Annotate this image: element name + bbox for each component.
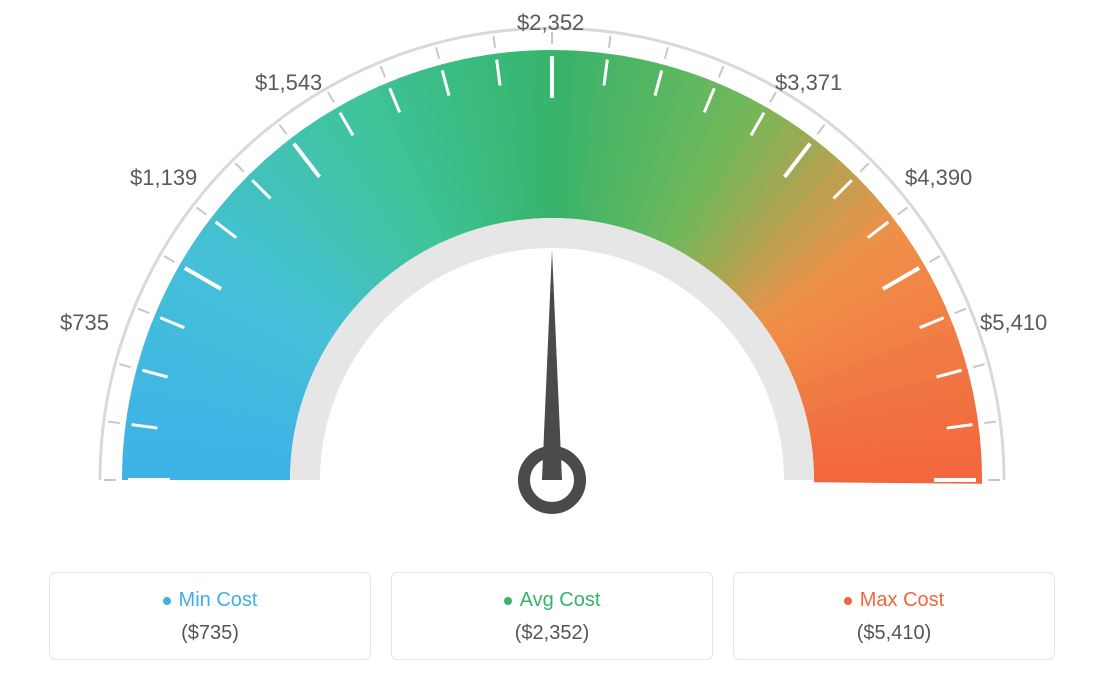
cost-gauge: $735 $1,139 $1,543 $2,352 $3,371 $4,390 $5,410	[0, 0, 1104, 560]
legend-value-max: ($5,410)	[734, 622, 1054, 645]
gauge-tick-label: $3,371	[775, 70, 842, 96]
legend-dot-max	[844, 597, 852, 605]
gauge-tick-label: $2,352	[517, 10, 584, 36]
legend-min: Min Cost ($735)	[49, 572, 371, 660]
legend-row: Min Cost ($735) Avg Cost ($2,352) Max Co…	[0, 572, 1104, 660]
legend-label-max: Max Cost	[860, 589, 944, 612]
legend-label-min: Min Cost	[179, 589, 258, 612]
gauge-tick-label: $735	[60, 310, 109, 336]
gauge-tick-label: $4,390	[905, 165, 972, 191]
gauge-tick-label: $5,410	[980, 310, 1047, 336]
gauge-tick-label: $1,543	[255, 70, 322, 96]
legend-label-avg: Avg Cost	[520, 589, 601, 612]
legend-max: Max Cost ($5,410)	[733, 572, 1055, 660]
legend-value-min: ($735)	[50, 622, 370, 645]
gauge-tick-label: $1,139	[130, 165, 197, 191]
legend-value-avg: ($2,352)	[392, 622, 712, 645]
legend-dot-min	[163, 597, 171, 605]
legend-dot-avg	[504, 597, 512, 605]
legend-avg: Avg Cost ($2,352)	[391, 572, 713, 660]
